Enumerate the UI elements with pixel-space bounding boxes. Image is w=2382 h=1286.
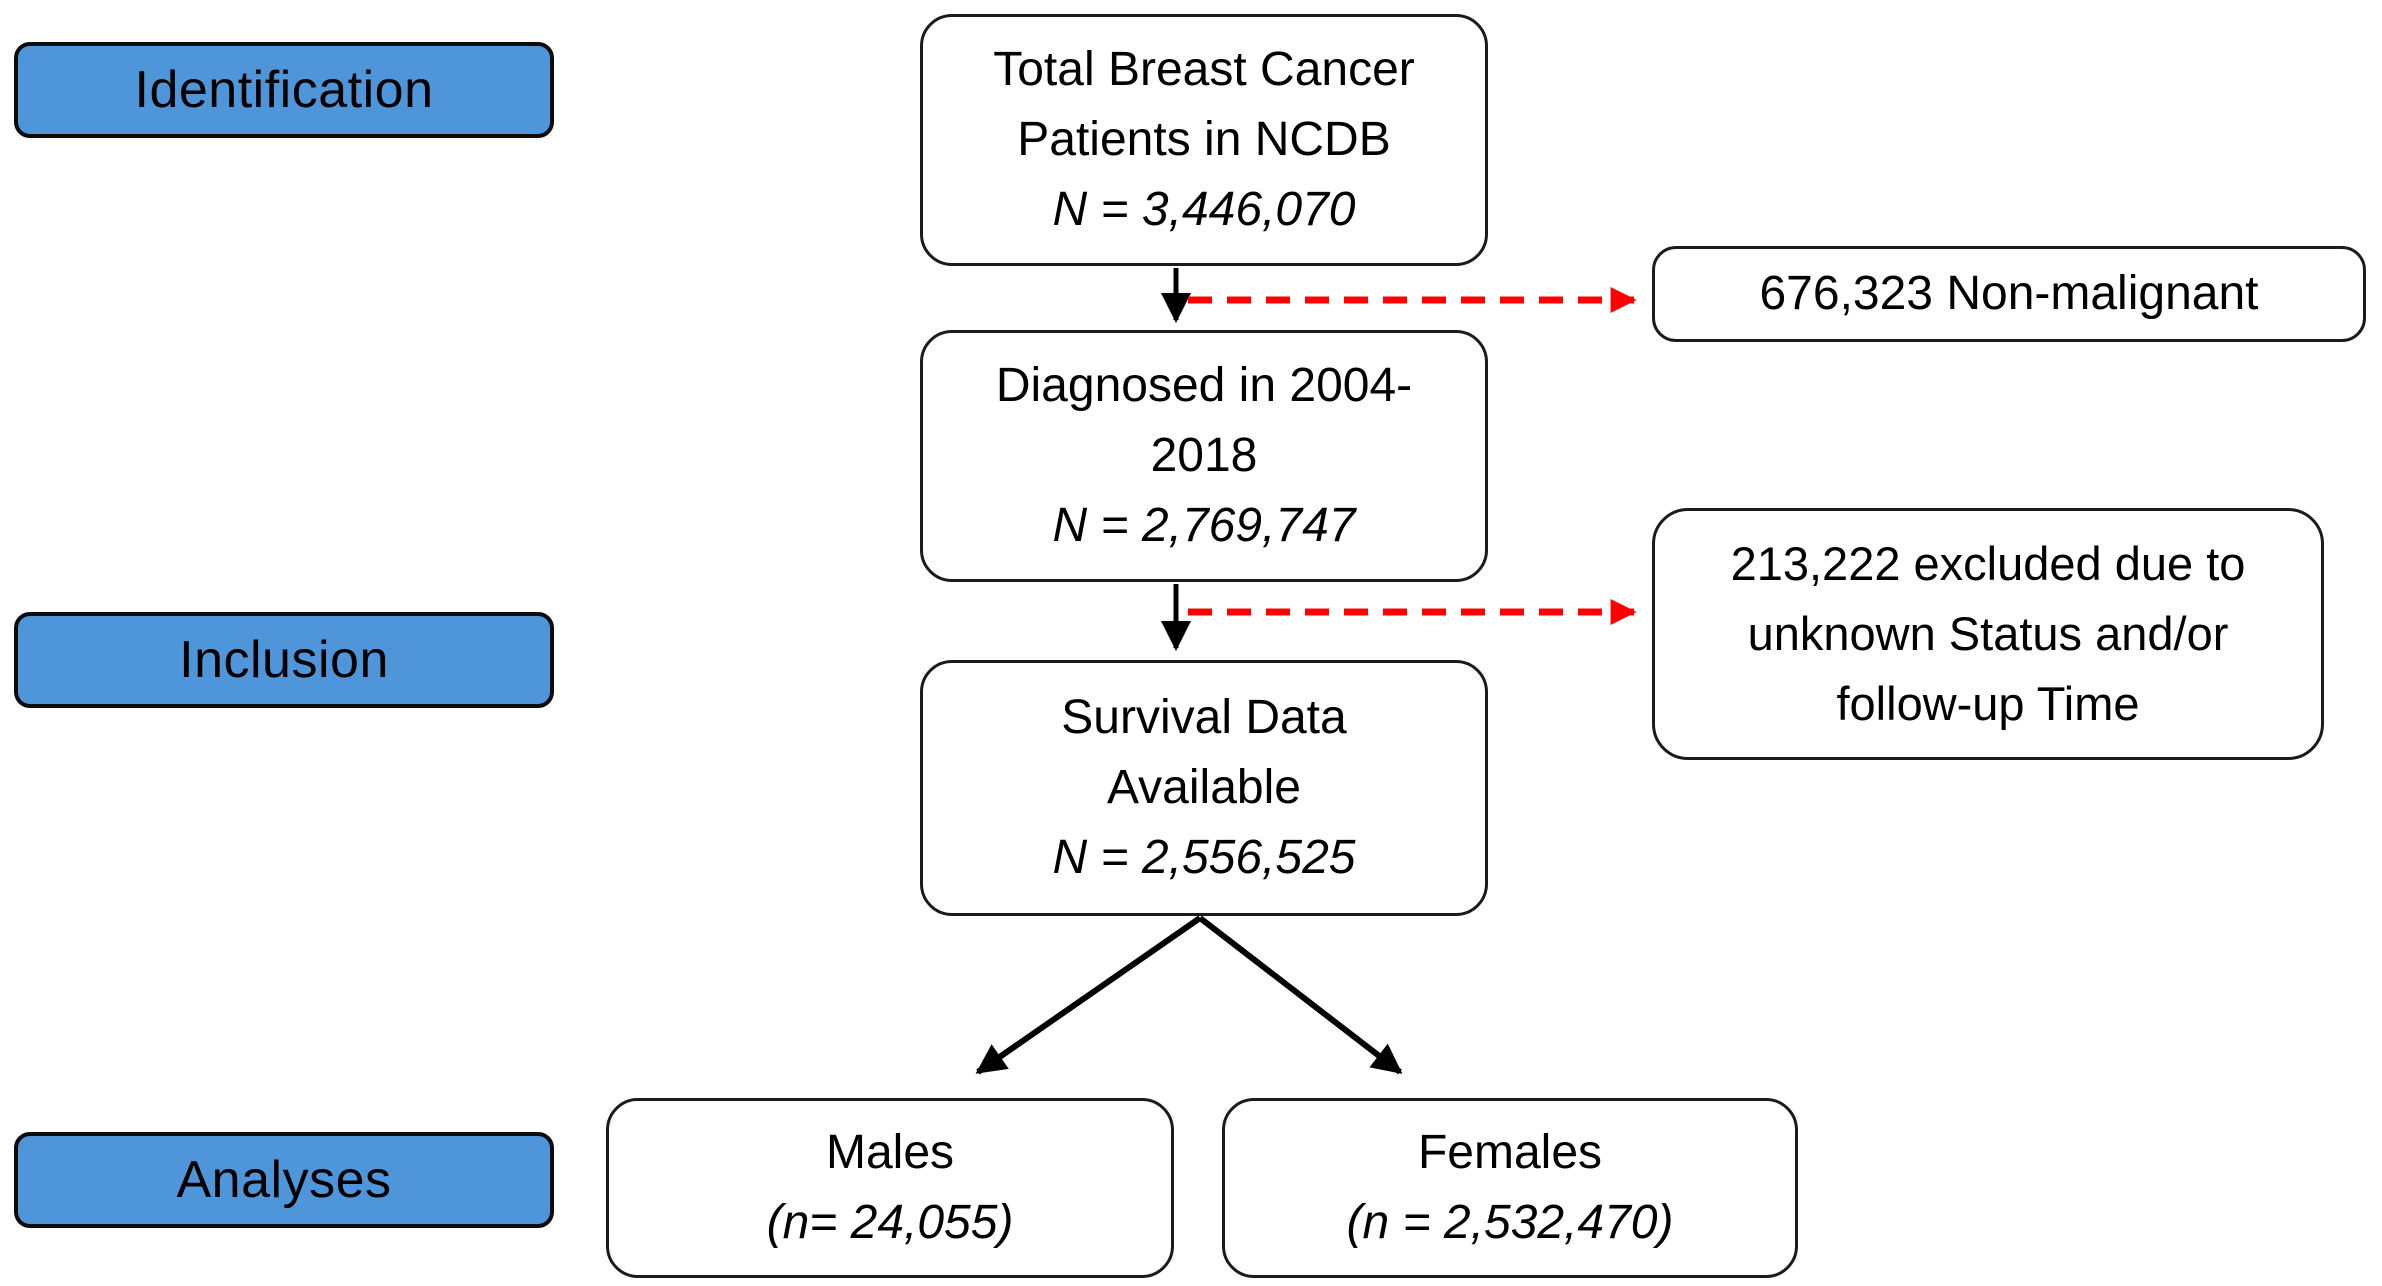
flow-box-text: Total Breast Cancer Patients in NCDB	[993, 43, 1415, 166]
exclusion-box-text: 676,323 Non-malignant	[1759, 267, 2259, 320]
exclusion-box-non-malignant: 676,323 Non-malignant	[1652, 246, 2366, 342]
flow-box-count: N = 2,556,525	[1052, 831, 1356, 884]
group-box-label: Males	[825, 1126, 955, 1179]
diagonal-arrow-to-females	[1198, 915, 1403, 1075]
group-box-count: (n = 2,532,470)	[1346, 1196, 1674, 1249]
stage-label-inclusion: Inclusion	[14, 612, 554, 708]
flow-box-text: Diagnosed in 2004- 2018	[995, 359, 1413, 482]
diagonal-arrow-to-males	[975, 915, 1202, 1075]
exclusion-box-text: 213,222 excluded due to unknown Status a…	[1730, 537, 2246, 730]
flow-box-count: N = 3,446,070	[1052, 183, 1356, 236]
group-box-females: Females (n = 2,532,470)	[1222, 1098, 1798, 1278]
flow-box-count: N = 2,769,747	[1052, 499, 1356, 552]
stage-label-text: Analyses	[176, 1151, 392, 1209]
exclusion-box-unknown-status: 213,222 excluded due to unknown Status a…	[1652, 508, 2324, 760]
stage-label-identification: Identification	[14, 42, 554, 138]
flow-box-total-patients: Total Breast Cancer Patients in NCDB N =…	[920, 14, 1488, 266]
group-box-label: Females	[1417, 1126, 1603, 1179]
group-box-males: Males (n= 24,055)	[606, 1098, 1174, 1278]
stage-label-analyses: Analyses	[14, 1132, 554, 1228]
stage-label-text: Inclusion	[179, 631, 389, 689]
group-box-count: (n= 24,055)	[766, 1196, 1014, 1249]
stage-label-text: Identification	[134, 61, 434, 119]
flow-box-diagnosed: Diagnosed in 2004- 2018 N = 2,769,747	[920, 330, 1488, 582]
flow-box-text: Survival Data Available	[1061, 691, 1347, 814]
flow-box-survival-data: Survival Data Available N = 2,556,525	[920, 660, 1488, 916]
